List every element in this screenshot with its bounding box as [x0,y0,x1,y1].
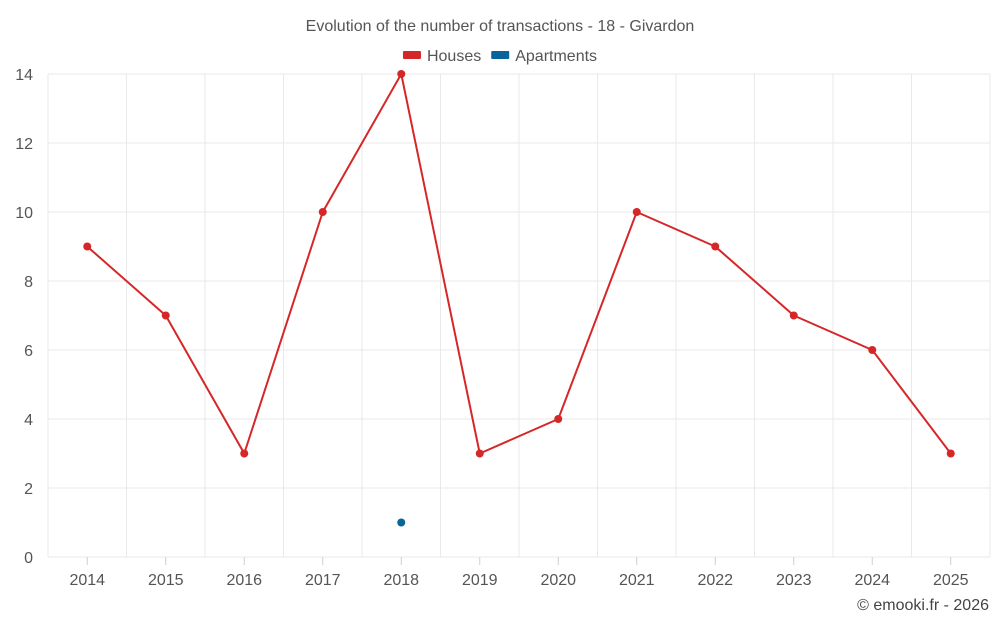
x-tick-label: 2022 [697,572,733,589]
y-tick-label: 10 [15,205,33,222]
y-tick-label: 4 [24,412,33,429]
x-tick-label: 2014 [69,572,105,589]
x-tick-label: 2017 [305,572,341,589]
data-point-houses[interactable] [161,311,170,320]
y-tick-label: 6 [24,343,33,360]
data-point-houses[interactable] [475,449,484,458]
data-point-houses[interactable] [83,242,92,251]
x-tick-label: 2015 [148,572,184,589]
x-tick-label: 2023 [776,572,812,589]
legend-swatch [491,51,510,59]
y-tick-label: 2 [24,481,33,498]
legend-swatch [402,51,421,59]
series-group [83,70,955,527]
footer-credit: © emooki.fr - 2026 [857,597,989,614]
y-tick-label: 0 [24,550,33,567]
x-tick-label: 2016 [226,572,262,589]
y-axis: 0 2 4 6 8 10 12 14 [15,67,33,567]
x-tick-label: 2019 [462,572,498,589]
chart-title: Evolution of the number of transactions … [306,18,695,35]
x-tick-label: 2025 [933,572,969,589]
x-tick-label: 2024 [854,572,890,589]
legend: Houses Apartments [402,48,597,65]
data-point-houses[interactable] [397,70,406,78]
data-point-houses[interactable] [946,449,955,458]
y-tick-label: 14 [15,67,33,84]
legend-item-apartments[interactable]: Apartments [491,48,597,65]
series-line-houses [86,73,952,455]
legend-label: Houses [427,48,481,65]
data-point-houses[interactable] [711,242,720,251]
y-tick-label: 8 [24,274,33,291]
x-axis: 2014 2015 2016 2017 2018 2019 2020 2021 2022 2023… [69,557,969,589]
data-point-houses[interactable] [632,208,641,216]
data-point-houses[interactable] [240,449,249,458]
data-point-houses[interactable] [868,346,877,354]
legend-item-houses[interactable]: Houses [402,48,481,65]
legend-label: Apartments [515,48,597,65]
data-point-apartments[interactable] [397,518,406,527]
x-tick-label: 2018 [383,572,419,589]
y-tick-label: 12 [15,136,33,153]
data-point-houses[interactable] [318,208,327,216]
data-point-houses[interactable] [554,415,563,423]
x-tick-label: 2021 [619,572,655,589]
data-point-houses[interactable] [789,311,798,320]
x-tick-label: 2020 [540,572,576,589]
grid-lines [47,73,991,558]
